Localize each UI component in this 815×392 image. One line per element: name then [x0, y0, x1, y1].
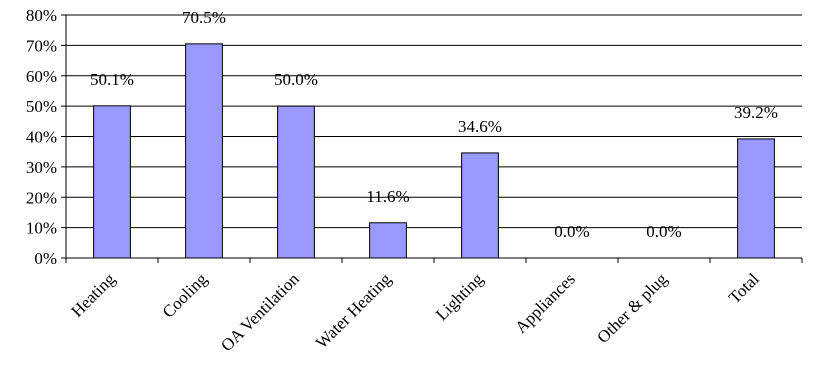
y-tick-label: 30% [26, 158, 57, 177]
bars [93, 43, 775, 259]
x-tick-label: Heating [67, 269, 119, 321]
x-tick-label: Appliances [511, 269, 579, 337]
y-tick-label: 20% [26, 188, 57, 207]
data-label: 39.2% [734, 103, 778, 122]
bar-heating [93, 105, 131, 259]
x-tick-label: Total [725, 269, 763, 307]
x-axis-ticks: Heating Cooling OA Ventilation Water Heatin… [65, 258, 803, 355]
data-label: 34.6% [458, 117, 502, 136]
y-tick-label: 70% [26, 36, 57, 55]
bar-lighting [461, 152, 499, 259]
gridlines [66, 14, 802, 229]
y-tick-label: 50% [26, 97, 57, 116]
bar-oa-ventilation [277, 105, 315, 259]
data-label: 0.0% [554, 222, 589, 241]
x-tick-label: OA Ventilation [217, 269, 303, 355]
y-tick-label: 80% [26, 6, 57, 25]
y-tick-label: 40% [26, 128, 57, 147]
bar-total [737, 138, 775, 259]
x-tick-label: Lighting [432, 269, 487, 324]
bar-cooling [185, 43, 223, 259]
x-tick-label: Other & plug [593, 269, 671, 347]
y-tick-label: 0% [34, 249, 57, 268]
y-tick-label: 10% [26, 219, 57, 238]
data-label: 0.0% [646, 222, 681, 241]
bar-water-heating [369, 222, 407, 259]
data-label: 50.1% [90, 70, 134, 89]
y-axis-ticks: 0% 10% 20% 30% 40% 50% 60% 70% 80% [26, 6, 66, 268]
x-tick-label: Water Heating [312, 269, 395, 352]
data-label: 70.5% [182, 8, 226, 27]
y-tick-label: 60% [26, 67, 57, 86]
data-label: 50.0% [274, 70, 318, 89]
x-tick-label: Cooling [159, 269, 212, 322]
data-labels: 50.1% 70.5% 50.0% 11.6% 34.6% 0.0% 0.0% 39.2% [90, 8, 778, 241]
data-label: 11.6% [366, 187, 409, 206]
